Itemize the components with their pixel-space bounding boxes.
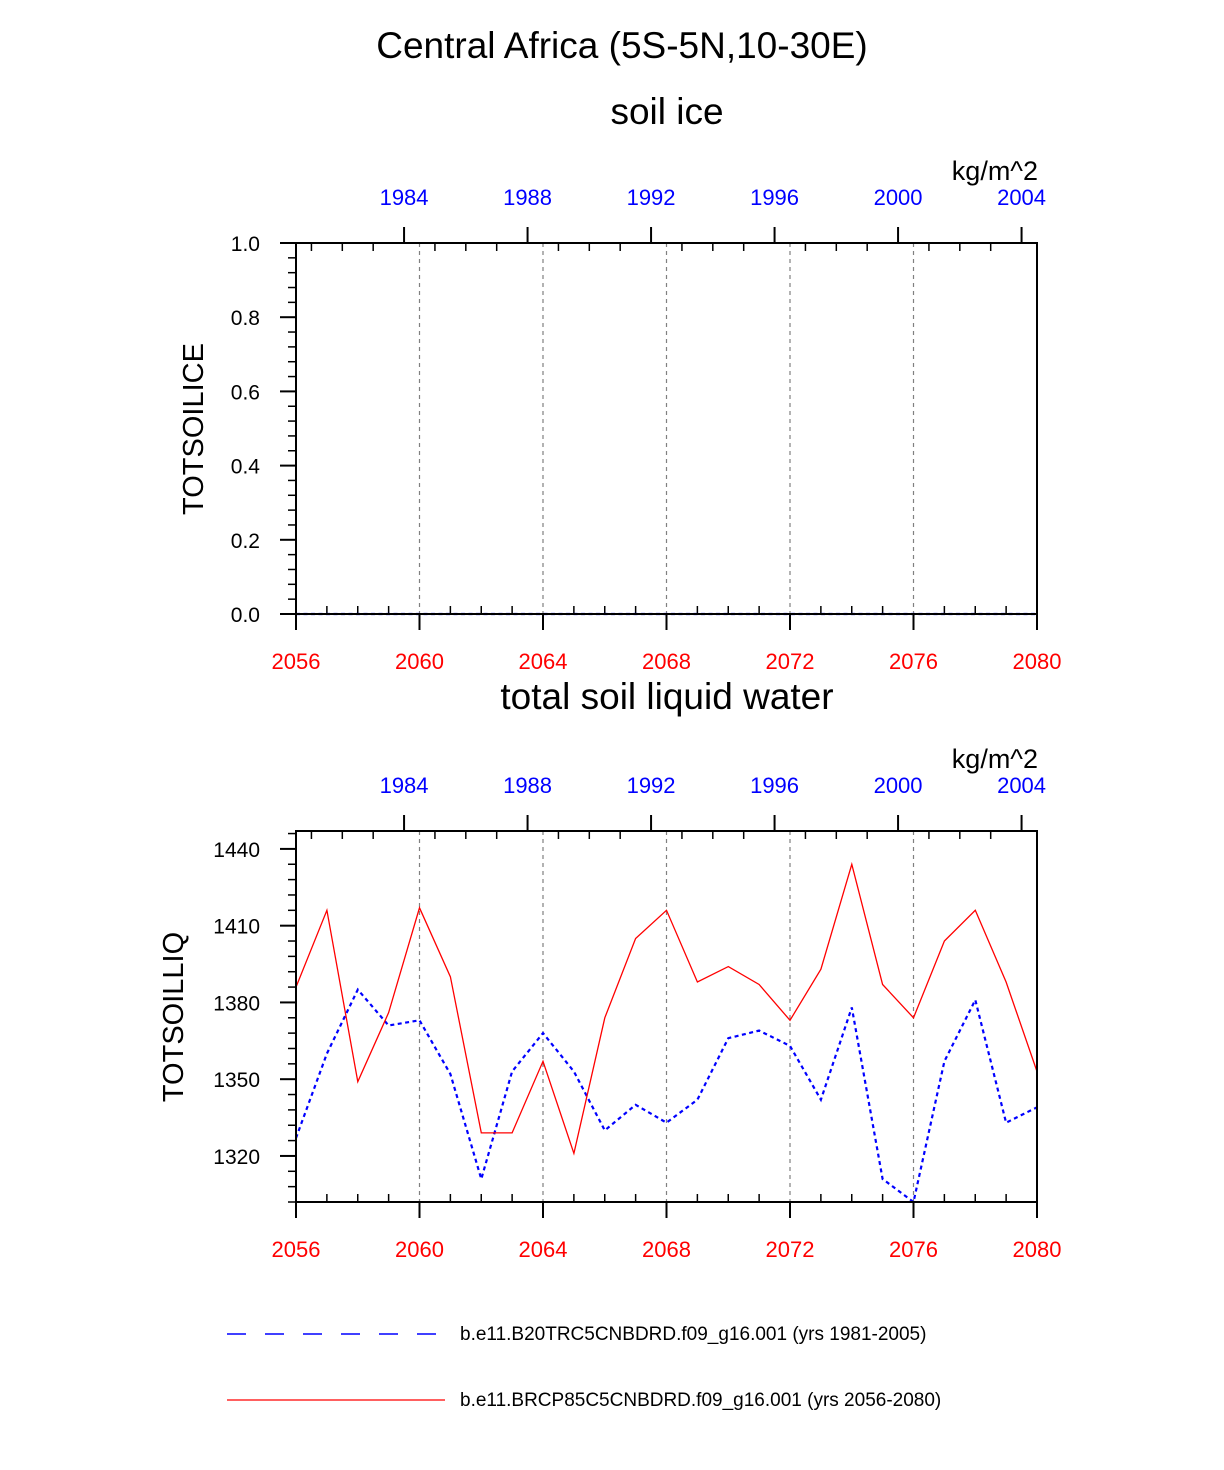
x-tick-label-bottom: 2072: [766, 1237, 815, 1262]
x-tick-label-bottom: 2068: [642, 1237, 691, 1262]
y-tick-label: 1380: [213, 992, 260, 1015]
soil-liquid-title: total soil liquid water: [500, 676, 833, 717]
x-tick-label-bottom: 2060: [395, 649, 444, 674]
soil-liquid-panel: total soil liquid water kg/m^2 TOTSOILLI…: [158, 676, 1061, 1262]
soil-liquid-gridlines: [418, 831, 915, 1202]
soil-liquid-minor-ticks: [288, 831, 1007, 1203]
x-tick-label-top: 1992: [627, 185, 676, 210]
x-tick-label-top: 2000: [874, 185, 923, 210]
x-tick-label-top: 1996: [750, 773, 799, 798]
legend-label-hist: b.e11.B20TRC5CNBDRD.f09_g16.001 (yrs 198…: [460, 1324, 926, 1345]
y-tick-label: 0.2: [231, 530, 260, 553]
soil-ice-x-ticks-bottom: 2056 2060 2064 2068 2072 2076 2080: [272, 614, 1062, 674]
y-tick-label: 0.6: [231, 381, 260, 404]
x-tick-label-top: 1996: [750, 185, 799, 210]
soil-liquid-ylabel: TOTSOILLIQ: [158, 932, 190, 1102]
y-tick-label: 0.0: [231, 604, 260, 627]
soil-ice-ylabel: TOTSOILICE: [178, 343, 210, 515]
x-tick-label-bottom: 2080: [1013, 649, 1062, 674]
y-tick-label: 1350: [213, 1069, 260, 1092]
soil-ice-x-ticks-top: 1984 1988 1992 1996 2000 2004: [380, 185, 1046, 243]
x-tick-label-bottom: 2064: [519, 1237, 568, 1262]
x-tick-label-top: 1992: [627, 773, 676, 798]
y-tick-label: 1320: [213, 1146, 260, 1169]
x-tick-label-bottom: 2072: [766, 649, 815, 674]
x-tick-label-bottom: 2080: [1013, 1237, 1062, 1262]
x-tick-label-top: 2004: [997, 773, 1046, 798]
x-tick-label-bottom: 2056: [272, 649, 321, 674]
soil-liquid-y-ticks: 1320 1350 1380 1410 1440: [213, 839, 296, 1169]
soil-ice-y-ticks: 0.0 0.2 0.4 0.6 0.8 1.0: [231, 233, 296, 627]
x-tick-label-top: 1988: [503, 185, 552, 210]
soil-ice-units: kg/m^2: [952, 156, 1038, 186]
x-tick-label-bottom: 2076: [889, 649, 938, 674]
y-tick-label: 0.8: [231, 307, 260, 330]
soil-ice-panel: soil ice kg/m^2 TOTSOILICE 0.00.20.40.60…: [178, 91, 1061, 674]
x-tick-label-bottom: 2056: [272, 1237, 321, 1262]
soil-ice-gridlines: [418, 243, 915, 614]
y-tick-label: 1410: [213, 916, 260, 939]
y-tick-label: 0.4: [231, 456, 261, 479]
x-tick-label-bottom: 2064: [519, 649, 568, 674]
series-line-future: [295, 861, 1038, 1156]
x-tick-label-top: 1988: [503, 773, 552, 798]
soil-ice-minor-ticks: [288, 243, 1007, 614]
soil-liquid-series: [294, 861, 1038, 1204]
y-tick-label: 1440: [213, 839, 260, 862]
y-tick-label: 1.0: [231, 233, 260, 256]
legend-label-future: b.e11.BRCP85C5CNBDRD.f09_g16.001 (yrs 20…: [460, 1390, 941, 1411]
legend: b.e11.B20TRC5CNBDRD.f09_g16.001 (yrs 198…: [227, 1324, 941, 1411]
soil-liquid-x-ticks-top: 1984 1988 1992 1996 2000 2004: [380, 773, 1046, 831]
x-tick-label-bottom: 2076: [889, 1237, 938, 1262]
x-tick-label-bottom: 2068: [642, 649, 691, 674]
x-tick-label-top: 1984: [380, 185, 429, 210]
soil-liquid-x-ticks-bottom: 2056 2060 2064 2068 2072 2076 2080: [272, 1202, 1062, 1262]
x-tick-label-top: 2000: [874, 773, 923, 798]
x-tick-label-bottom: 2060: [395, 1237, 444, 1262]
soil-liquid-units: kg/m^2: [952, 744, 1038, 774]
figure-title: Central Africa (5S-5N,10-30E): [376, 25, 867, 66]
x-tick-label-top: 1984: [380, 773, 429, 798]
x-tick-label-top: 2004: [997, 185, 1046, 210]
soil-ice-title: soil ice: [610, 91, 723, 132]
